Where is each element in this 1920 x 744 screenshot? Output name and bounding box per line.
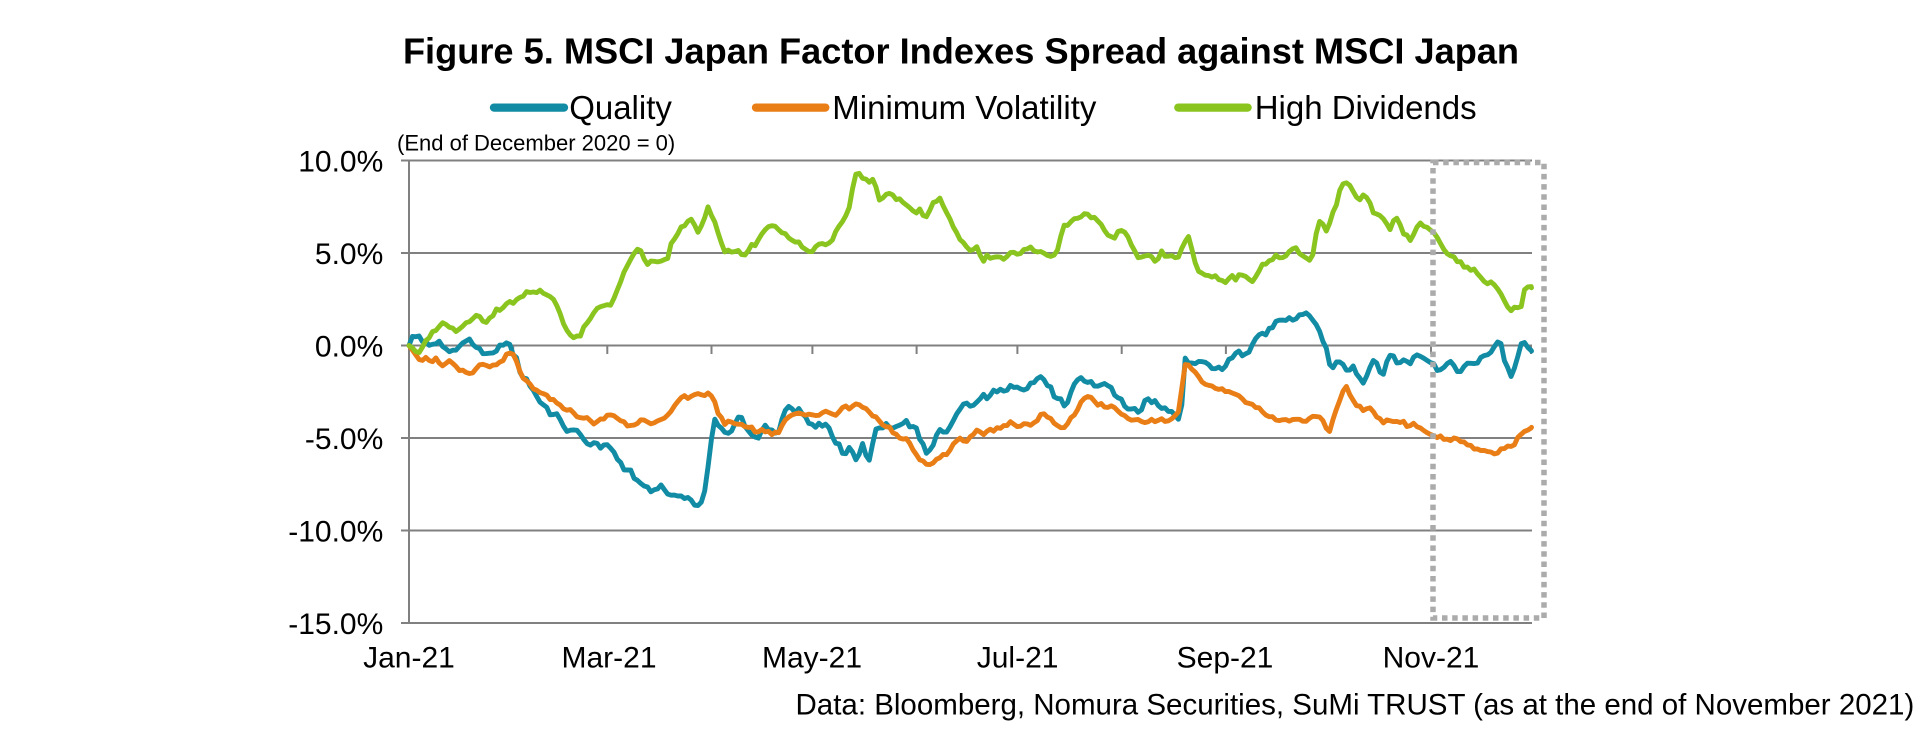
svg-text:Mar-21: Mar-21 (561, 642, 656, 675)
svg-text:-5.0%: -5.0% (305, 423, 383, 456)
svg-text:May-21: May-21 (762, 642, 862, 675)
svg-text:Data: Bloomberg, Nomura Securi: Data: Bloomberg, Nomura Securities, SuMi… (796, 689, 1915, 722)
svg-text:Quality: Quality (569, 89, 672, 126)
svg-text:(End of December 2020 = 0): (End of December 2020 = 0) (397, 131, 675, 156)
svg-text:5.0%: 5.0% (315, 238, 383, 271)
svg-text:10.0%: 10.0% (298, 145, 383, 178)
svg-text:0.0%: 0.0% (315, 330, 383, 363)
svg-text:-15.0%: -15.0% (288, 608, 383, 641)
svg-text:-10.0%: -10.0% (288, 515, 383, 548)
svg-text:Sep-21: Sep-21 (1177, 642, 1274, 675)
svg-text:Jul-21: Jul-21 (977, 642, 1059, 675)
svg-text:Figure 5. MSCI Japan Factor In: Figure 5. MSCI Japan Factor Indexes Spre… (403, 31, 1519, 72)
svg-text:Nov-21: Nov-21 (1383, 642, 1480, 675)
svg-text:High Dividends: High Dividends (1255, 89, 1477, 126)
svg-text:Jan-21: Jan-21 (363, 642, 455, 675)
svg-text:Minimum Volatility: Minimum Volatility (832, 89, 1097, 126)
